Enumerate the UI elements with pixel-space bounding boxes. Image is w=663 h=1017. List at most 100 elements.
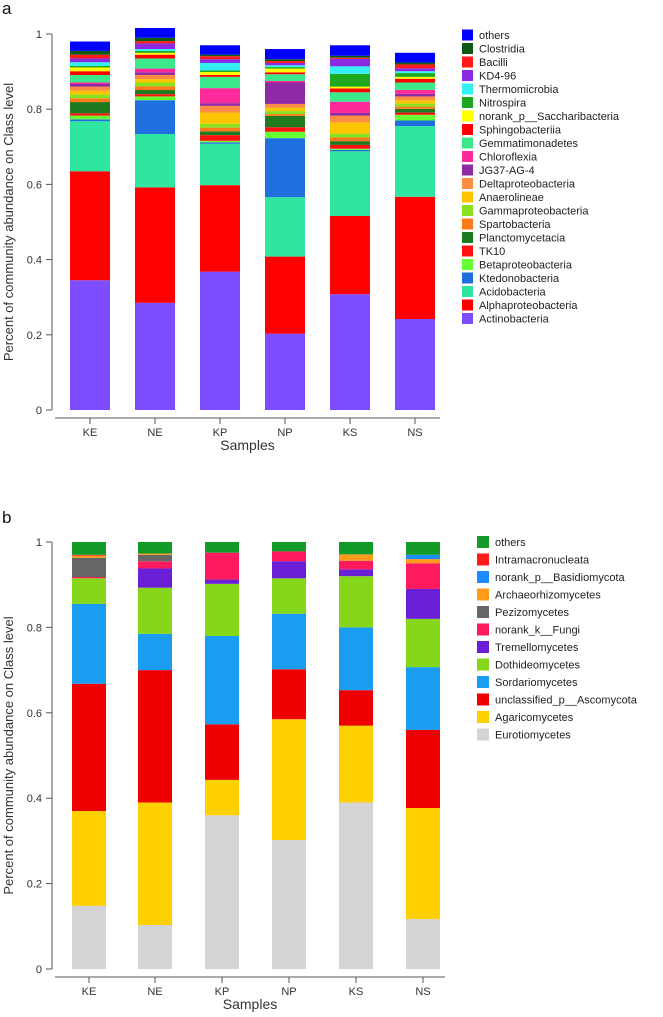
bar-segment-spartobacteria xyxy=(200,127,240,132)
y-tick-label: 0.6 xyxy=(27,708,42,720)
bar-segment-ktedonobacteria xyxy=(395,120,435,127)
legend-label: norank_p__Basidiomycota xyxy=(495,572,626,584)
bar-segment-nitrospira xyxy=(265,67,305,69)
bar-segment-others xyxy=(406,542,440,555)
bar-segment-norank-p-saccharibacteria xyxy=(70,67,110,72)
bar-stack-NE xyxy=(135,27,175,410)
bar-segment-gemmatimonadetes xyxy=(135,58,175,69)
y-tick-label: 0.2 xyxy=(27,330,42,342)
bar-segment-betaproteobacteria xyxy=(200,140,240,143)
legend-label: Thermomicrobia xyxy=(479,84,559,96)
legend-label: Gemmatimonadetes xyxy=(479,138,579,150)
bar-segment-chloroflexia xyxy=(265,81,305,83)
legend-label: Alphaproteobacteria xyxy=(479,300,578,312)
bar-stack-KP xyxy=(205,542,239,969)
chart-panel-a: a 0 0.2 0.4 0.6 0.8 1 Percent of community abun… xyxy=(1,0,620,453)
bar-segment-chloroflexia xyxy=(200,88,240,104)
bar-segment-gemmatimonadetes xyxy=(70,74,110,83)
x-tick-label: KE xyxy=(82,986,97,998)
bar-stack-KE xyxy=(72,542,106,969)
bar-segment-norank-k-fungi xyxy=(138,561,172,569)
bar-segment-tk10 xyxy=(395,112,435,115)
bar-segment-agaricomycetes xyxy=(272,719,306,841)
legend-swatch xyxy=(462,313,473,324)
bar-segment-agaricomycetes xyxy=(339,725,373,803)
bar-segment-others xyxy=(70,41,110,51)
legend-label: norank_p__Saccharibacteria xyxy=(479,111,620,123)
x-tick-label: NP xyxy=(277,427,292,439)
legend-label: Planctomycetacia xyxy=(479,233,566,245)
legend-label: unclassified_p__Ascomycota xyxy=(495,695,638,707)
legend-swatch xyxy=(477,623,489,636)
bar-segment-alphaproteobacteria xyxy=(200,185,240,272)
legend-swatch xyxy=(462,164,473,176)
bar-segment-actinobacteria xyxy=(135,302,175,410)
bar-segment-eurotiomycetes xyxy=(205,815,239,969)
bar-stack-KS xyxy=(339,542,373,969)
bar-segment-deltaproteobacteria xyxy=(135,74,175,80)
legend-label: KD4-96 xyxy=(479,71,516,83)
legend-swatch xyxy=(477,571,489,583)
bar-segment-sordariomycetes xyxy=(406,667,440,730)
legend-swatch xyxy=(462,29,473,41)
bar-segment-spartobacteria xyxy=(330,137,370,142)
legend-label: Dothideomycetes xyxy=(495,660,580,672)
bar-segment-dothideomycetes xyxy=(272,578,306,614)
bar-segment-thermomicrobia xyxy=(135,49,175,51)
bar-segment-archaeorhizomycetes xyxy=(339,554,373,561)
bar-segment-others xyxy=(200,45,240,55)
legend-swatch xyxy=(462,178,473,189)
legend-swatch xyxy=(462,137,473,149)
bar-segment-actinobacteria xyxy=(200,271,240,410)
bar-segment-eurotiomycetes xyxy=(72,905,106,969)
bar-segment-norank-k-fungi xyxy=(272,551,306,562)
legend-swatch xyxy=(462,259,473,270)
bar-segment-clostridia xyxy=(135,37,175,42)
bar-segment-tremellomycetes xyxy=(406,588,440,619)
legend-swatch xyxy=(462,272,473,284)
bar-segment-gemmatimonadetes xyxy=(200,76,240,89)
bar-segment-spartobacteria xyxy=(395,106,435,109)
bar-segment-others xyxy=(138,542,172,554)
bar-segment-deltaproteobacteria xyxy=(200,105,240,113)
bar-segment-sphingobacteriia xyxy=(135,54,175,59)
bar-segment-others xyxy=(395,52,435,63)
bar-segment-tk10 xyxy=(200,135,240,141)
bar-segment-unclassified-p-ascomycota xyxy=(406,729,440,809)
x-tick-label: KP xyxy=(215,986,230,998)
bar-segment-tremellomycetes xyxy=(138,568,172,588)
bar-segment-ktedonobacteria xyxy=(70,119,110,122)
y-tick-label: 0.8 xyxy=(27,104,42,116)
legend-label: Agaricomycetes xyxy=(495,712,574,724)
bar-segment-norank-p-basidiomycota xyxy=(406,554,440,560)
bar-segment-anaerolineae xyxy=(200,112,240,124)
bar-segment-dothideomycetes xyxy=(205,583,239,636)
bar-segment-thermomicrobia xyxy=(200,62,240,71)
bar-segment-sordariomycetes xyxy=(272,613,306,670)
bar-segment-spartobacteria xyxy=(70,98,110,103)
x-tick-label: KP xyxy=(213,427,228,439)
bar-segment-jg37-ag-4 xyxy=(200,103,240,106)
bar-segment-bacilli xyxy=(395,64,435,69)
bar-segment-others xyxy=(72,542,106,555)
legend-swatch xyxy=(477,536,489,548)
bar-segment-eurotiomycetes xyxy=(406,919,440,969)
legend-swatch xyxy=(477,728,489,741)
bar-segment-bacilli xyxy=(200,56,240,60)
bar-segment-clostridia xyxy=(200,54,240,57)
bar-segment-norank-p-saccharibacteria xyxy=(395,76,435,79)
bar-segment-alphaproteobacteria xyxy=(265,256,305,334)
bar-segment-chloroflexia xyxy=(330,101,370,113)
bar-segment-planctomycetacia xyxy=(265,115,305,128)
legend-swatch xyxy=(462,83,473,95)
legend-label: Sphingobacteriia xyxy=(479,125,562,137)
legend-swatch xyxy=(462,191,473,203)
bar-segment-agaricomycetes xyxy=(406,808,440,920)
bar-segment-acidobacteria xyxy=(70,121,110,172)
bar-segment-clostridia xyxy=(330,55,370,58)
bar-segment-bacilli xyxy=(265,61,305,63)
bar-segment-betaproteobacteria xyxy=(265,131,305,139)
legend-swatch xyxy=(462,218,473,230)
legend-swatch xyxy=(462,205,473,216)
legend-swatch xyxy=(462,232,473,243)
